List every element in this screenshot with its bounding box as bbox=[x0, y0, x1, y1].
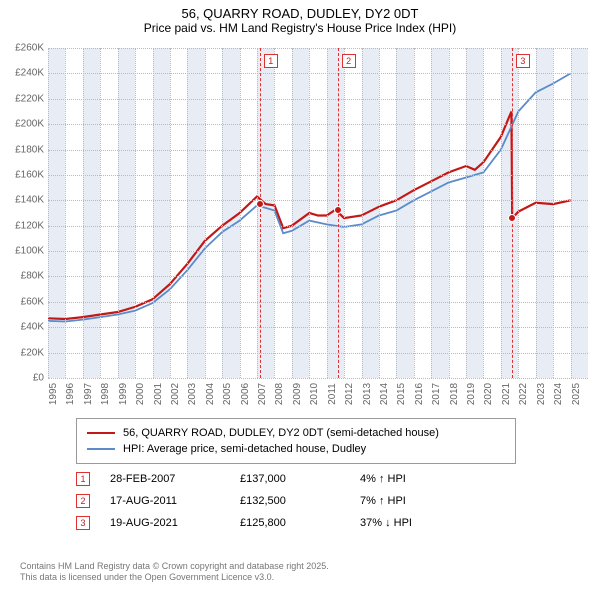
attribution: Contains HM Land Registry data © Crown c… bbox=[20, 561, 329, 584]
x-tick-label: 2000 bbox=[135, 383, 146, 405]
diff-arrow-icon: ↑ bbox=[379, 495, 385, 507]
chart-plot-area: 1 2 3 bbox=[48, 48, 588, 378]
legend-label: HPI: Average price, semi-detached house,… bbox=[123, 443, 366, 455]
x-tick-label: 2012 bbox=[344, 383, 355, 405]
sale-dot bbox=[334, 206, 342, 214]
y-tick-label: £80K bbox=[21, 271, 44, 282]
x-tick-label: 2003 bbox=[187, 383, 198, 405]
x-tick-label: 2002 bbox=[170, 383, 181, 405]
sale-dot bbox=[508, 214, 516, 222]
chart-title: 56, QUARRY ROAD, DUDLEY, DY2 0DT bbox=[0, 0, 600, 21]
x-tick-label: 2018 bbox=[449, 383, 460, 405]
x-tick-label: 1996 bbox=[65, 383, 76, 405]
sale-index-badge: 2 bbox=[76, 494, 90, 508]
y-tick-label: £40K bbox=[21, 322, 44, 333]
sale-date: 19-AUG-2021 bbox=[110, 517, 240, 529]
x-tick-label: 2021 bbox=[501, 383, 512, 405]
x-tick-label: 2025 bbox=[571, 383, 582, 405]
legend-label: 56, QUARRY ROAD, DUDLEY, DY2 0DT (semi-d… bbox=[123, 427, 439, 439]
y-tick-label: £220K bbox=[15, 93, 44, 104]
chart-subtitle: Price paid vs. HM Land Registry's House … bbox=[0, 21, 600, 39]
sale-index-badge: 3 bbox=[76, 516, 90, 530]
x-tick-label: 2017 bbox=[431, 383, 442, 405]
x-tick-label: 2015 bbox=[396, 383, 407, 405]
x-tick-label: 2011 bbox=[327, 383, 338, 405]
y-tick-label: £240K bbox=[15, 68, 44, 79]
diff-arrow-icon: ↑ bbox=[379, 473, 385, 485]
marker-badge: 1 bbox=[264, 54, 278, 68]
sale-price: £132,500 bbox=[240, 495, 360, 507]
y-tick-label: £20K bbox=[21, 347, 44, 358]
y-tick-label: £60K bbox=[21, 296, 44, 307]
x-tick-label: 1999 bbox=[118, 383, 129, 405]
chart-legend: 56, QUARRY ROAD, DUDLEY, DY2 0DT (semi-d… bbox=[76, 418, 516, 464]
legend-swatch bbox=[87, 432, 115, 435]
x-tick-label: 1998 bbox=[100, 383, 111, 405]
x-tick-label: 2008 bbox=[274, 383, 285, 405]
x-tick-label: 2009 bbox=[292, 383, 303, 405]
y-tick-label: £200K bbox=[15, 119, 44, 130]
y-tick-label: £260K bbox=[15, 43, 44, 54]
legend-swatch bbox=[87, 448, 115, 451]
x-tick-label: 2001 bbox=[153, 383, 164, 405]
chart-svg bbox=[48, 48, 588, 378]
x-tick-label: 2023 bbox=[536, 383, 547, 405]
x-tick-label: 2004 bbox=[205, 383, 216, 405]
y-tick-label: £140K bbox=[15, 195, 44, 206]
x-tick-label: 2013 bbox=[362, 383, 373, 405]
y-tick-label: £0 bbox=[33, 373, 44, 384]
sale-row: 3 19-AUG-2021£125,80037% ↓ HPI bbox=[76, 512, 576, 534]
x-tick-label: 1995 bbox=[48, 383, 59, 405]
x-tick-label: 2007 bbox=[257, 383, 268, 405]
x-tick-label: 2006 bbox=[240, 383, 251, 405]
sale-diff: 7% ↑ HPI bbox=[360, 495, 440, 507]
x-tick-label: 2022 bbox=[518, 383, 529, 405]
x-axis: 1995 1996 1997 1998 1999 2000 2001 2002 2003 2004… bbox=[48, 378, 588, 414]
x-tick-label: 2005 bbox=[222, 383, 233, 405]
diff-arrow-icon: ↓ bbox=[385, 517, 391, 529]
sale-row: 1 28-FEB-2007£137,0004% ↑ HPI bbox=[76, 468, 576, 490]
x-tick-label: 2016 bbox=[414, 383, 425, 405]
y-tick-label: £120K bbox=[15, 220, 44, 231]
y-tick-label: £160K bbox=[15, 169, 44, 180]
sale-row: 2 17-AUG-2011£132,5007% ↑ HPI bbox=[76, 490, 576, 512]
legend-item: HPI: Average price, semi-detached house,… bbox=[87, 441, 505, 457]
attribution-line: Contains HM Land Registry data © Crown c… bbox=[20, 561, 329, 573]
x-tick-label: 2024 bbox=[553, 383, 564, 405]
x-tick-label: 1997 bbox=[83, 383, 94, 405]
sale-diff: 37% ↓ HPI bbox=[360, 517, 440, 529]
marker-badge: 2 bbox=[342, 54, 356, 68]
x-tick-label: 2010 bbox=[309, 383, 320, 405]
sale-index-badge: 1 bbox=[76, 472, 90, 486]
sale-price: £125,800 bbox=[240, 517, 360, 529]
sale-date: 17-AUG-2011 bbox=[110, 495, 240, 507]
x-tick-label: 2019 bbox=[466, 383, 477, 405]
sale-diff: 4% ↑ HPI bbox=[360, 473, 440, 485]
marker-badge: 3 bbox=[516, 54, 530, 68]
x-tick-label: 2014 bbox=[379, 383, 390, 405]
attribution-line: This data is licensed under the Open Gov… bbox=[20, 572, 329, 584]
sales-table: 1 28-FEB-2007£137,0004% ↑ HPI 2 17-AUG-2011… bbox=[76, 468, 576, 534]
legend-item: 56, QUARRY ROAD, DUDLEY, DY2 0DT (semi-d… bbox=[87, 425, 505, 441]
y-tick-label: £180K bbox=[15, 144, 44, 155]
sale-price: £137,000 bbox=[240, 473, 360, 485]
x-tick-label: 2020 bbox=[483, 383, 494, 405]
y-tick-label: £100K bbox=[15, 246, 44, 257]
sale-date: 28-FEB-2007 bbox=[110, 473, 240, 485]
sale-dot bbox=[256, 200, 264, 208]
y-axis: £0£20K£40K£60K£80K£100K£120K£140K£160K£1… bbox=[0, 48, 48, 378]
